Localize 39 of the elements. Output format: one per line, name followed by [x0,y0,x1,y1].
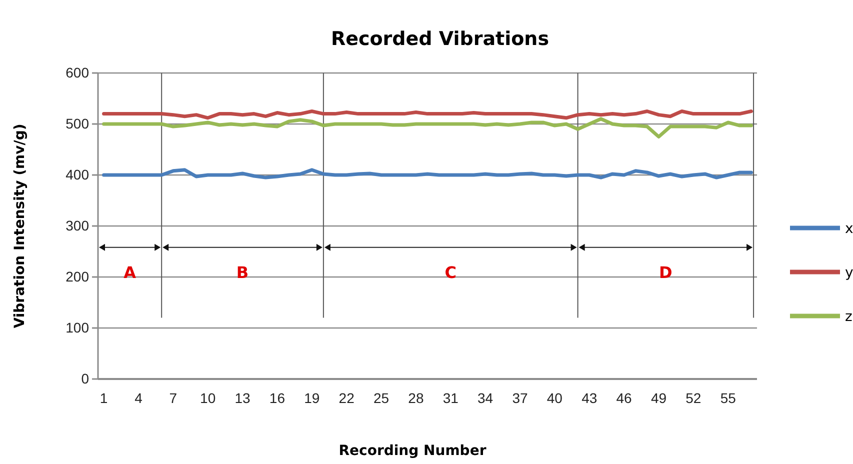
y-tick-label: 0 [81,370,90,386]
x-tick-label: 55 [720,390,736,406]
y-tick-label: 100 [66,319,90,336]
x-tick-label: 16 [269,390,286,406]
legend-label: z [845,309,852,325]
x-tick-label: 1 [100,390,108,406]
x-tick-label: 31 [442,390,459,406]
chart-title: Recorded Vibrations [330,28,550,50]
annotation: A [124,263,137,282]
legend-label: x [845,221,853,237]
y-tick-label: 500 [66,115,90,132]
x-tick-label: 46 [616,390,632,406]
x-tick-label: 37 [512,390,528,406]
x-tick-label: 34 [478,390,494,406]
x-axis-title: Recording Number [338,443,486,459]
annotation: D [659,263,672,282]
x-tick-label: 40 [546,390,563,406]
x-tick-label: 52 [686,390,702,406]
line-series [102,117,753,138]
y-axis-title: Vibration Intensity (mv/g) [12,124,28,328]
line-series [102,110,753,120]
legend-label: y [845,265,853,281]
y-tick-label: 600 [66,64,90,80]
x-tick-label: 13 [234,390,251,406]
annotation: B [236,263,249,282]
x-tick-label: 28 [408,390,424,406]
y-tick-label: 300 [66,217,90,234]
line-series [102,168,753,180]
x-tick-label: 43 [582,390,598,406]
x-tick-label: 25 [373,390,390,406]
x-tick-label: 22 [338,390,355,406]
x-tick-label: 49 [650,390,667,406]
annotation: C [444,263,456,282]
x-tick-label: 10 [200,390,216,406]
y-tick-label: 200 [66,268,90,284]
y-tick-label: 400 [66,166,90,182]
x-tick-label: 19 [304,390,320,406]
x-tick-label: 7 [169,390,178,406]
x-tick-label: 4 [134,390,143,406]
